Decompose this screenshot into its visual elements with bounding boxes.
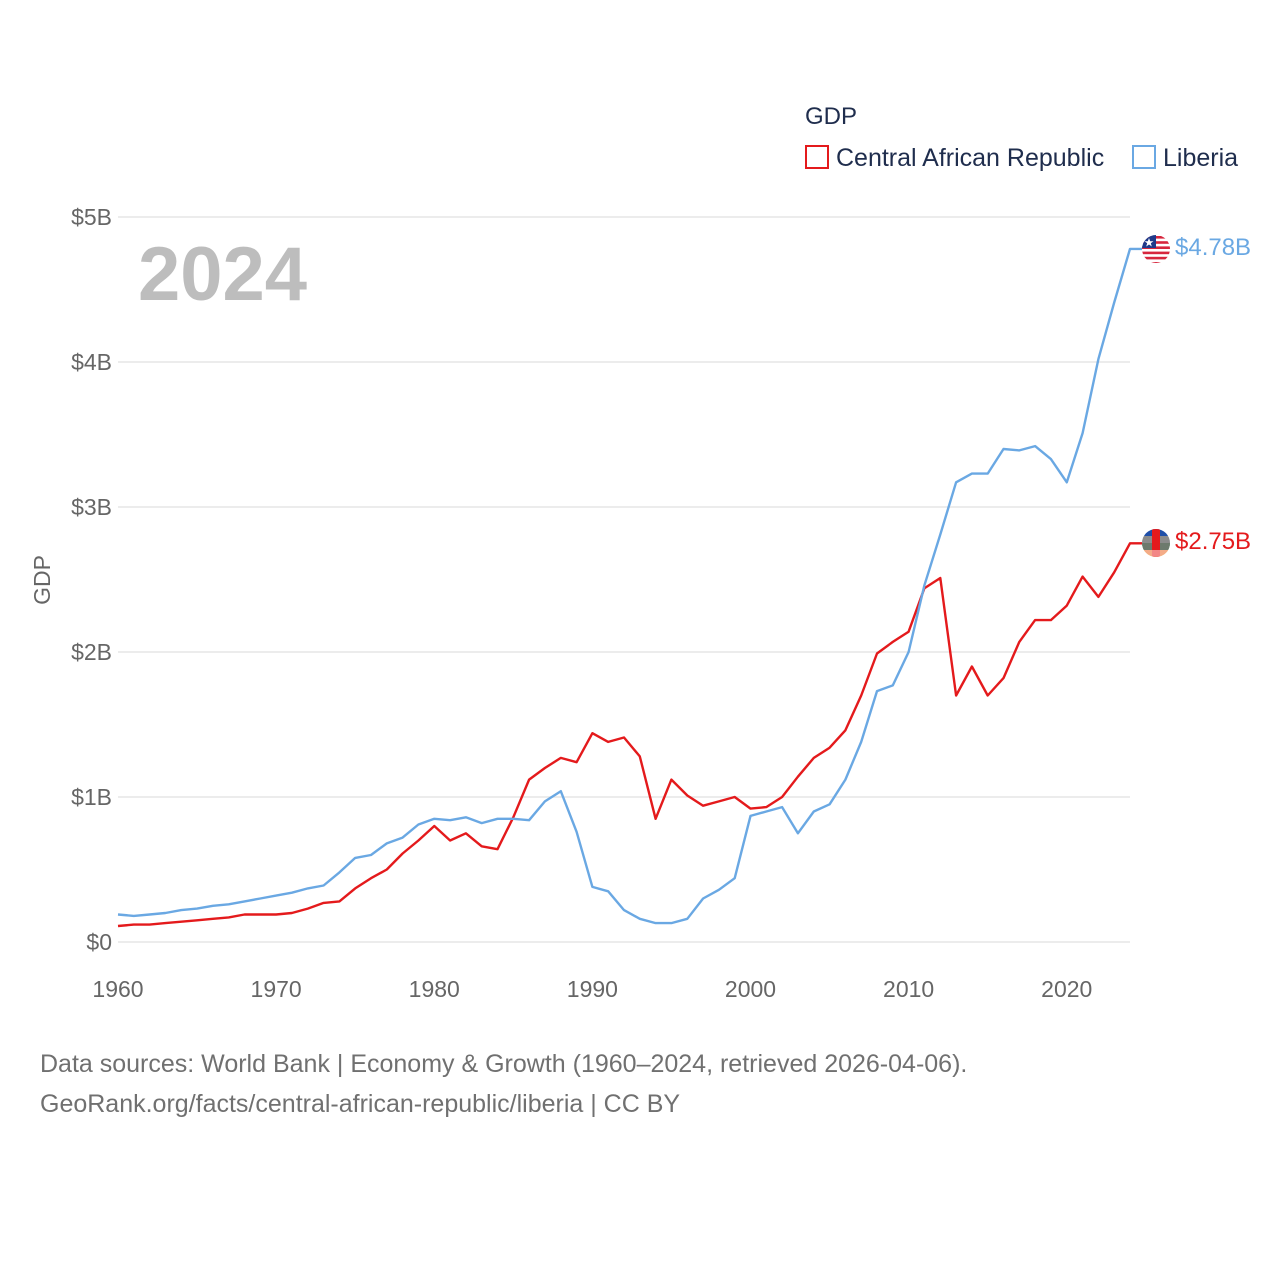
y-tick-label: $5B — [71, 204, 112, 230]
footer: Data sources: World Bank | Economy & Gro… — [40, 1044, 967, 1124]
x-tick-label: 2010 — [883, 976, 934, 1002]
x-tick-label: 1970 — [251, 976, 302, 1002]
legend-label-liberia[interactable]: Liberia — [1163, 144, 1238, 172]
legend: GDP Central African Republic Liberia — [805, 103, 1238, 172]
series-line-central-african-republic[interactable] — [117, 542, 1142, 928]
x-tick-label: 1960 — [92, 976, 143, 1002]
y-tick-label: $3B — [71, 494, 112, 520]
x-tick-label: 1980 — [409, 976, 460, 1002]
legend-swatch-car[interactable] — [805, 145, 829, 169]
gdp-line-chart: $0 $1B $2B $3B $4B $5B 1960 1970 1980 1990 2000 20… — [29, 103, 1251, 1002]
x-tick-label: 2020 — [1041, 976, 1092, 1002]
y-axis-title: GDP — [29, 555, 55, 605]
legend-swatch-liberia[interactable] — [1132, 145, 1156, 169]
y-tick-label: $2B — [71, 639, 112, 665]
y-tick-label: $4B — [71, 349, 112, 375]
data-sources-text: Data sources: World Bank | Economy & Gro… — [40, 1050, 968, 1078]
liberia-flag-icon — [1142, 235, 1170, 263]
y-tick-label: $1B — [71, 784, 112, 810]
car-end-label: $2.75B — [1175, 528, 1251, 555]
legend-label-car[interactable]: Central African Republic — [836, 144, 1104, 172]
attribution-link[interactable]: GeoRank.org/facts/central-african-republ… — [40, 1090, 681, 1118]
x-tick-label: 1990 — [567, 976, 618, 1002]
series-line-liberia[interactable] — [117, 247, 1142, 925]
liberia-end-label: $4.78B — [1175, 234, 1251, 261]
central-african-republic-flag-icon — [1142, 529, 1170, 557]
y-tick-label: $0 — [86, 929, 112, 955]
year-label: 2024 — [138, 232, 307, 317]
y-axis-ticks: $0 $1B $2B $3B $4B $5B — [71, 204, 112, 955]
x-axis-ticks: 1960 1970 1980 1990 2000 2010 2020 — [92, 976, 1092, 1002]
legend-title: GDP — [805, 103, 857, 130]
series-lines — [117, 247, 1142, 928]
x-tick-label: 2000 — [725, 976, 776, 1002]
gridlines — [118, 216, 1130, 943]
